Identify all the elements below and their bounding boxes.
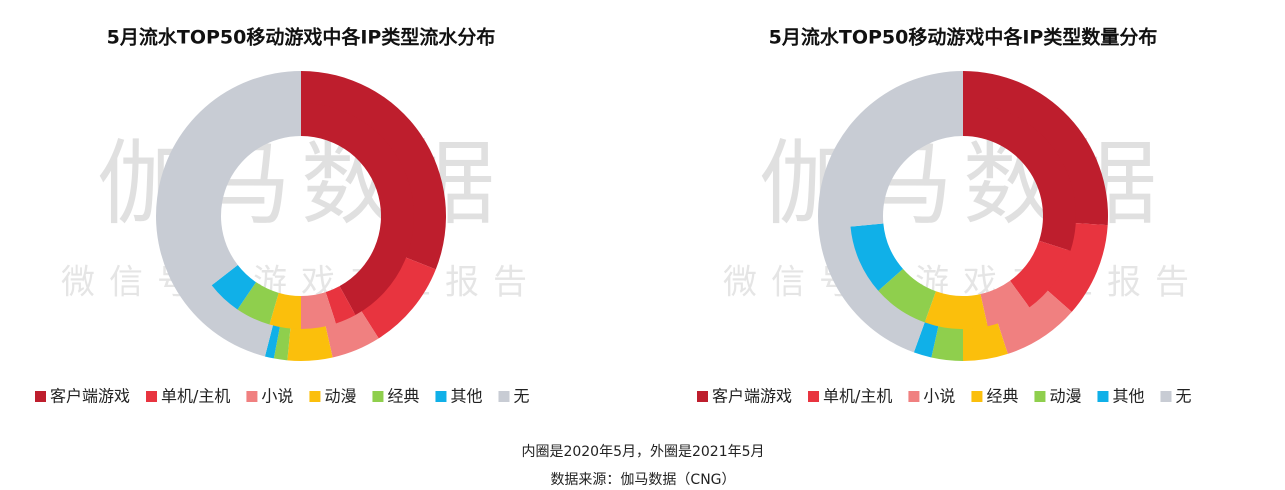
legend-swatch [498,391,510,402]
donut-segment [850,103,963,227]
legend-label: 动漫 [324,387,356,406]
footer-source: 数据来源：伽马数据（CNG） [550,472,735,488]
legend-swatch [908,391,920,402]
donut-segment [301,71,447,270]
donut-segment [155,71,301,357]
legend-label: 无 [1175,387,1191,406]
legend-label: 经典 [387,387,419,406]
legend-label: 动漫 [1049,387,1081,406]
footer-note: 内圈是2020年5月，外圈是2021年5月 [521,444,764,460]
donut-segment [273,324,291,361]
legend-label: 其他 [450,387,482,406]
legend-swatch [971,391,983,402]
chart-title: 5月流水TOP50移动游戏中各IP类型流水分布 [107,26,496,49]
legend-swatch [435,391,447,402]
donut-segment [301,292,336,329]
legend-label: 小说 [923,387,955,406]
legend-label: 经典 [986,387,1018,406]
donut-segment [850,223,903,291]
donut-segment [264,322,281,359]
donut-segment [301,103,414,316]
donut-segment [287,323,333,362]
chart-title: 5月流水TOP50移动游戏中各IP类型数量分布 [769,26,1158,49]
legend-label: 其他 [1112,387,1144,406]
legend-swatch [146,391,158,402]
donut-segment [963,320,1008,361]
legend: 客户端游戏 单机/主机 小说 动漫 经典 其他 无 [35,387,530,406]
legend-swatch [35,391,46,402]
legend-swatch [246,391,258,402]
legend-swatch [1097,391,1109,402]
legend: 客户端游戏 单机/主机 小说 经典 动漫 其他 无 [697,387,1192,406]
legend-swatch [309,391,321,402]
legend-label: 单机/主机 [161,387,230,406]
legend-swatch [808,391,820,402]
legend-label: 客户端游戏 [50,387,130,406]
donut-segment [913,319,940,358]
donut-segment [187,103,301,286]
donut-segment [359,256,436,339]
donut-segment [818,71,963,353]
donut-segment [980,280,1030,327]
legend-swatch [1160,391,1172,402]
donut-segment [878,268,936,323]
legend-swatch [697,391,708,402]
donut-segment [325,286,356,324]
donut-segment [1045,222,1108,312]
donut-segment [924,291,988,329]
legend-label: 单机/主机 [823,387,892,406]
legend-swatch [1034,391,1046,402]
legend-label: 小说 [261,387,293,406]
donut-segment [931,323,963,361]
legend-label: 客户端游戏 [712,387,792,406]
donut-segment [211,265,257,310]
donut-segment [996,288,1072,354]
donut-segment [269,292,301,329]
donut-segment [963,103,1076,251]
legend-label: 无 [513,387,529,406]
donut-segment [237,282,279,325]
legend-swatch [372,391,384,402]
donut-segment [1010,240,1071,308]
